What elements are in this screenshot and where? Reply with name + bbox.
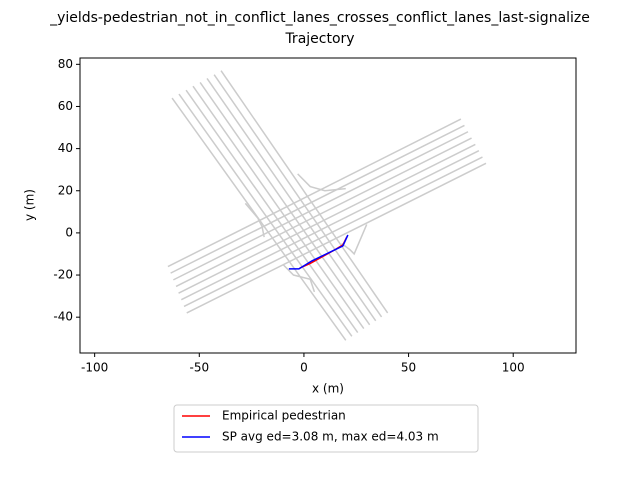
lane-line — [183, 156, 483, 308]
y-tick-label: -40 — [53, 310, 73, 324]
lane-line — [186, 162, 487, 314]
lane-line — [173, 131, 469, 281]
y-tick-label: 0 — [65, 225, 73, 239]
y-tick-label: -20 — [53, 268, 73, 282]
lane-line — [170, 124, 465, 274]
plot-area — [167, 70, 487, 341]
lane-line — [167, 118, 462, 268]
chart-title: _yields-pedestrian_not_in_conflict_lanes… — [49, 10, 590, 26]
lane-line — [185, 89, 359, 333]
x-tick-label: 0 — [300, 361, 308, 375]
x-tick-label: 100 — [502, 361, 525, 375]
series-line — [288, 234, 349, 270]
lane-line — [282, 263, 316, 293]
y-tick-label: 40 — [58, 141, 73, 155]
lane-line — [213, 74, 383, 318]
lane-line — [206, 78, 377, 322]
legend-label: SP avg ed=3.08 m, max ed=4.03 m — [222, 430, 439, 444]
x-tick-label: 50 — [401, 361, 416, 375]
lane-line — [192, 85, 365, 329]
axes-frame — [79, 57, 577, 354]
y-tick-label: 20 — [58, 183, 73, 197]
x-tick-label: -100 — [81, 361, 108, 375]
lane-line — [244, 202, 265, 238]
lane-line — [341, 224, 368, 256]
lane-line — [175, 137, 472, 288]
lane-line — [178, 93, 353, 337]
y-tick-label: 60 — [58, 99, 73, 113]
lane-line — [180, 150, 480, 301]
x-tick-label: -50 — [189, 361, 209, 375]
lane-line — [178, 143, 476, 294]
x-axis-label: x (m) — [312, 382, 344, 396]
legend-label: Empirical pedestrian — [222, 409, 346, 423]
lane-line — [297, 173, 346, 192]
legend-box — [173, 404, 479, 453]
y-tick-label: 80 — [58, 57, 73, 71]
lane-line — [199, 82, 371, 326]
lane-line — [220, 70, 389, 314]
y-axis-label: y (m) — [23, 189, 37, 221]
chart-subtitle: Trajectory — [284, 31, 354, 47]
